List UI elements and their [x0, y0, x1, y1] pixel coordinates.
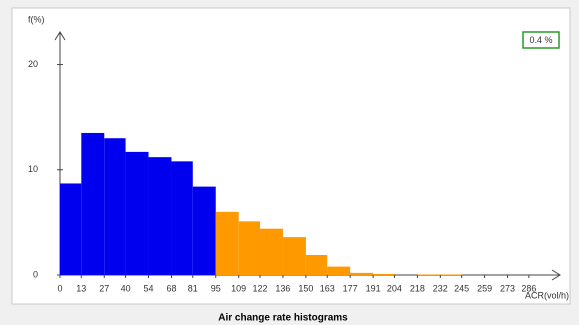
bar [350, 272, 374, 275]
x-tick-label: 122 [252, 283, 267, 293]
bar [327, 266, 351, 275]
x-tick-label: 13 [76, 283, 86, 293]
bar [125, 151, 149, 275]
x-tick-label: 68 [166, 283, 176, 293]
x-tick-label: 177 [343, 283, 358, 293]
bar [171, 161, 193, 275]
bar [148, 157, 172, 275]
x-tick-label: 163 [320, 283, 335, 293]
x-tick-label: 27 [99, 283, 109, 293]
bar [192, 186, 216, 275]
y-axis-label: f(%) [28, 14, 45, 24]
x-tick-label: 232 [433, 283, 448, 293]
bar [238, 221, 260, 275]
x-tick-label: 218 [410, 283, 425, 293]
x-arrow [551, 269, 561, 281]
x-tick-label: 191 [366, 283, 381, 293]
bar [104, 138, 126, 275]
x-tick-label: 0 [57, 283, 62, 293]
badge: 0.4 % [529, 35, 552, 45]
y-arrow [54, 31, 66, 41]
x-tick-label: 109 [231, 283, 246, 293]
x-tick-label: 40 [121, 283, 131, 293]
bar [440, 274, 462, 275]
x-tick-label: 259 [477, 283, 492, 293]
x-tick-label: 150 [298, 283, 313, 293]
bar [305, 255, 328, 275]
bar [60, 183, 82, 275]
x-tick-label: 81 [188, 283, 198, 293]
x-axis-label: ACR(vol/h) [525, 290, 569, 300]
bar [282, 237, 306, 275]
y-tick-label: 0 [33, 269, 38, 279]
badge-box [522, 31, 560, 49]
bar [260, 228, 283, 275]
chart-title: Air change rate histograms [218, 313, 348, 324]
bar [81, 132, 105, 275]
x-tick-label: 95 [211, 283, 221, 293]
x-tick-label: 245 [454, 283, 469, 293]
bar [417, 274, 441, 275]
x-tick-label: 273 [500, 283, 515, 293]
x-tick-label: 204 [387, 283, 402, 293]
x-tick-label: 286 [521, 283, 536, 293]
y-tick-label: 20 [28, 59, 38, 69]
x-tick-label: 54 [144, 283, 154, 293]
x-tick-label: 136 [275, 283, 290, 293]
y-tick-label: 10 [28, 164, 38, 174]
bar [373, 273, 395, 275]
bar [215, 211, 239, 275]
